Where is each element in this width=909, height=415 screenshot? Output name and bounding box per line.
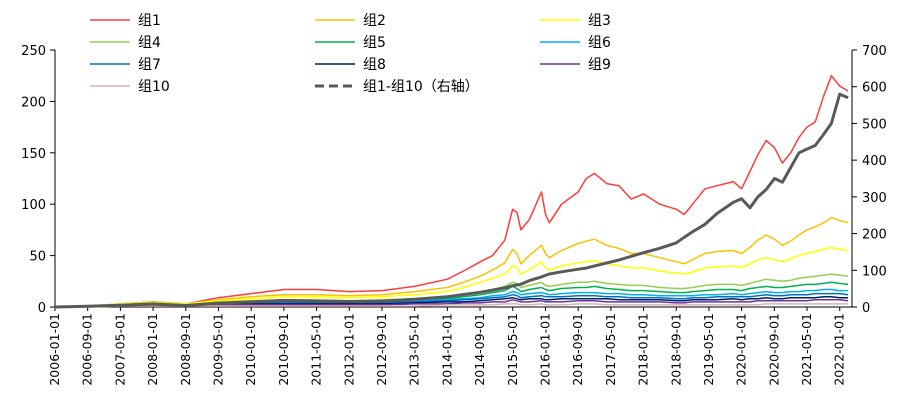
- x-tick-label: 2019-05-01: [701, 313, 716, 386]
- x-tick-label: 2015-05-01: [505, 313, 520, 386]
- right-tick-label: 600: [862, 81, 887, 96]
- series-lines: [54, 74, 849, 309]
- legend-label: 组9: [588, 57, 611, 73]
- left-tick-label: 50: [29, 250, 46, 265]
- x-tick-label: 2012-09-01: [374, 313, 389, 386]
- x-tick-label: 2017-05-01: [603, 313, 618, 386]
- series-line-10: [55, 303, 849, 308]
- x-tick-label: 2010-09-01: [276, 313, 291, 386]
- x-tick-label: 2006-09-01: [80, 313, 95, 386]
- legend-label: 组5: [363, 35, 386, 51]
- x-tick-label: 2011-05-01: [309, 313, 324, 386]
- x-tick-label: 2022-01-01: [832, 313, 847, 386]
- legend-label: 组2: [363, 13, 386, 29]
- right-tick-label: 0: [862, 301, 870, 316]
- legend-label: 组7: [138, 57, 161, 73]
- right-tick-label: 700: [862, 44, 887, 59]
- left-tick-label: 250: [21, 44, 46, 59]
- left-tick-label: 150: [21, 147, 46, 162]
- series-line-3: [54, 246, 849, 308]
- left-tick-label: 200: [21, 95, 46, 110]
- right-tick-label: 300: [862, 191, 887, 206]
- x-tick-label: 2020-01-01: [734, 313, 749, 386]
- legend-label: 组8: [363, 57, 386, 73]
- legend-label: 组1: [138, 13, 161, 29]
- series-line-1: [54, 74, 849, 308]
- x-tick-label: 2016-01-01: [537, 313, 552, 386]
- left-tick-label: 100: [21, 198, 46, 213]
- x-tick-label: 2008-01-01: [145, 313, 160, 386]
- x-tick-label: 2010-01-01: [243, 313, 258, 386]
- x-tick-label: 2018-09-01: [668, 313, 683, 386]
- legend-label: 组10: [138, 79, 170, 95]
- x-tick-label: 2018-01-01: [636, 313, 651, 386]
- x-tick-label: 2008-09-01: [178, 313, 193, 386]
- x-tick-label: 2012-01-01: [341, 313, 356, 386]
- axes: 0 50 100 150 200 250 0 100 200 300 400 500 600 700 200…: [21, 44, 887, 386]
- right-tick-label: 500: [862, 117, 887, 132]
- legend-label: 组1-组10（右轴）: [363, 79, 479, 95]
- x-tick-label: 2014-09-01: [472, 313, 487, 386]
- x-tick-label: 2014-01-01: [439, 313, 454, 386]
- x-tick-label: 2007-05-01: [112, 313, 127, 386]
- x-tick-label: 2021-05-01: [799, 313, 814, 386]
- series-line-2: [54, 216, 849, 308]
- x-tick-label: 2013-05-01: [407, 313, 422, 386]
- series-line-8: [54, 295, 849, 308]
- legend-label: 组4: [138, 35, 161, 51]
- series-line-11: [54, 92, 849, 309]
- right-tick-label: 100: [862, 264, 887, 279]
- series-line-7: [54, 292, 849, 308]
- x-tick-label: 2009-05-01: [210, 313, 225, 386]
- legend-label: 组6: [588, 35, 611, 51]
- series-line-9: [54, 299, 849, 308]
- x-tick-label: 2016-09-01: [570, 313, 585, 386]
- legend-label: 组3: [588, 13, 611, 29]
- right-tick-label: 200: [862, 228, 887, 243]
- legend: 组1 组2 组3 组4 组5 组6 组7 组8 组9 组10 组1-组10（右轴）: [90, 13, 611, 95]
- right-tick-label: 400: [862, 154, 887, 169]
- left-tick-label: 0: [38, 301, 46, 316]
- x-tick-label: 2020-09-01: [766, 313, 781, 386]
- x-tick-label: 2006-01-01: [47, 313, 62, 386]
